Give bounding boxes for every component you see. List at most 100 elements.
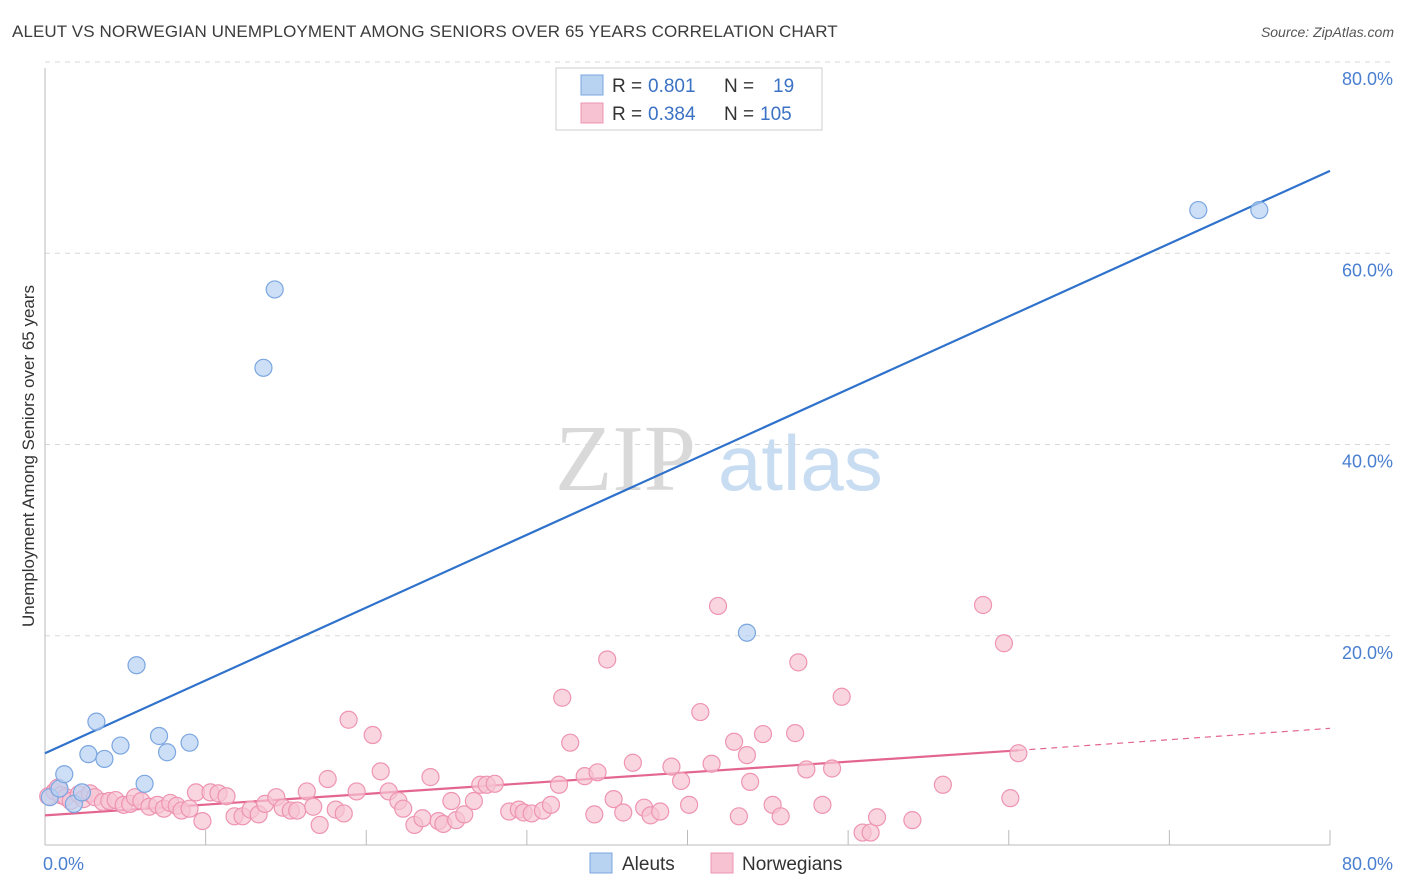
legend-r-label: R = — [612, 76, 642, 97]
point-norwegians — [485, 774, 504, 793]
point-norwegians — [786, 724, 805, 743]
trend-line-norwegians — [44, 749, 1019, 817]
legend-r-norwegians: 0.384 — [648, 104, 696, 125]
point-norwegians — [598, 650, 617, 669]
point-norwegians — [771, 807, 790, 826]
y-tick-labels: 20.0% 40.0% 60.0% 80.0% — [1342, 69, 1393, 663]
bottom-legend: Aleuts Norwegians — [589, 852, 842, 875]
point-norwegians — [442, 791, 461, 811]
point-norwegians — [304, 797, 323, 816]
point-norwegians — [553, 688, 572, 707]
point-norwegians — [702, 754, 721, 773]
legend-swatch-norwegians — [580, 102, 604, 124]
watermark: ZIP atlas — [555, 407, 883, 511]
point-norwegians — [680, 795, 699, 814]
point-aleuts — [254, 358, 273, 377]
point-aleuts — [72, 783, 92, 802]
point-aleuts — [87, 712, 106, 731]
point-norwegians — [371, 762, 390, 781]
y-axis-label: Unemployment Among Seniors over 65 years — [19, 285, 38, 627]
point-norwegians — [339, 710, 358, 729]
point-norwegians — [217, 787, 236, 806]
x-tick-labels: 0.0% 80.0% — [43, 854, 1393, 874]
legend-r-label: R = — [612, 104, 642, 125]
legend-n-norwegians: 105 — [760, 104, 792, 125]
point-norwegians — [662, 757, 681, 776]
trend-line-aleuts — [44, 169, 1331, 755]
legend-n-aleuts: 19 — [773, 76, 794, 97]
y-tick-label: 80.0% — [1342, 69, 1393, 89]
point-norwegians — [604, 789, 623, 809]
point-norwegians — [741, 772, 760, 791]
point-aleuts — [95, 749, 114, 769]
bottom-legend-norwegians: Norwegians — [742, 854, 842, 875]
x-tick-label: 80.0% — [1342, 854, 1393, 874]
legend-n-label: N = — [724, 104, 754, 125]
point-norwegians — [623, 753, 642, 772]
point-norwegians — [455, 805, 474, 824]
bottom-legend-aleuts: Aleuts — [622, 854, 675, 875]
legend-n-label: N = — [724, 76, 754, 97]
point-norwegians — [421, 768, 440, 787]
data-points — [39, 200, 1269, 842]
point-aleuts — [1189, 200, 1208, 220]
legend: R = 0.801 N = 19 R = 0.384 N = 105 — [555, 67, 823, 131]
point-norwegians — [813, 795, 832, 814]
chart-title: ALEUT VS NORWEGIAN UNEMPLOYMENT AMONG SE… — [12, 22, 838, 41]
point-aleuts — [111, 736, 130, 755]
point-norwegians — [413, 809, 432, 828]
y-tick-label: 20.0% — [1342, 643, 1393, 663]
grid — [45, 61, 1392, 637]
point-aleuts — [135, 774, 154, 793]
point-norwegians — [691, 702, 710, 722]
point-norwegians — [297, 782, 316, 801]
point-norwegians — [1009, 744, 1028, 763]
watermark-zip: ZIP — [555, 407, 696, 511]
point-aleuts — [149, 726, 169, 746]
point-aleuts — [265, 280, 284, 299]
point-norwegians — [832, 687, 851, 706]
legend-swatch-aleuts — [580, 74, 604, 96]
point-norwegians — [867, 808, 887, 827]
point-norwegians — [994, 634, 1014, 653]
bottom-legend-swatch-norwegians — [710, 852, 734, 874]
bottom-legend-swatch-aleuts — [589, 852, 613, 874]
x-tick-label: 0.0% — [43, 854, 84, 874]
point-norwegians — [347, 782, 366, 801]
point-norwegians — [933, 775, 952, 794]
point-norwegians — [737, 746, 757, 765]
point-norwegians — [1001, 789, 1020, 808]
point-norwegians — [708, 596, 728, 616]
watermark-atlas: atlas — [718, 419, 883, 507]
point-norwegians — [588, 763, 607, 782]
point-norwegians — [541, 795, 561, 814]
point-norwegians — [334, 804, 353, 823]
point-norwegians — [753, 724, 773, 744]
point-norwegians — [585, 805, 604, 824]
point-norwegians — [861, 823, 880, 842]
legend-r-aleuts: 0.801 — [648, 76, 696, 97]
point-norwegians — [363, 725, 382, 745]
point-norwegians — [614, 803, 633, 822]
point-aleuts — [55, 765, 74, 784]
source-credit: Source: ZipAtlas.com — [1260, 24, 1394, 40]
point-norwegians — [973, 595, 993, 615]
point-norwegians — [288, 801, 307, 820]
point-norwegians — [318, 769, 337, 789]
point-aleuts — [79, 745, 98, 764]
point-norwegians — [822, 759, 842, 778]
point-norwegians — [464, 791, 483, 811]
point-aleuts — [127, 656, 146, 675]
point-norwegians — [394, 799, 413, 818]
point-aleuts — [1250, 200, 1269, 220]
point-norwegians — [549, 775, 569, 794]
point-aleuts — [180, 733, 199, 752]
point-norwegians — [789, 653, 808, 672]
point-aleuts — [737, 623, 757, 642]
point-norwegians — [671, 771, 691, 791]
point-norwegians — [310, 815, 329, 835]
y-tick-label: 40.0% — [1342, 452, 1393, 472]
trend-line-norwegians-extrapolated — [1018, 727, 1331, 751]
y-tick-label: 60.0% — [1342, 260, 1393, 280]
